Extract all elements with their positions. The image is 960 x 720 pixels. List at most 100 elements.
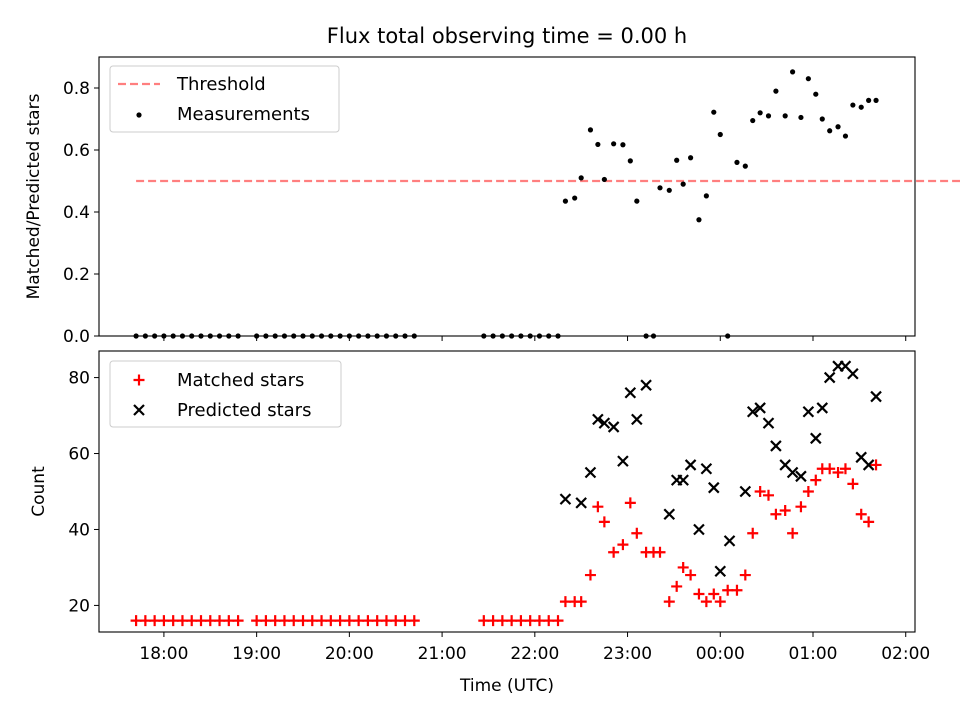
measurement-point (819, 116, 825, 122)
matched-star-point (533, 615, 545, 627)
bottom-legend-box (109, 360, 342, 428)
matched-star-point (353, 615, 365, 627)
measurement-point (873, 97, 879, 103)
predicted-star-point (624, 386, 637, 399)
matched-star-point (592, 501, 604, 513)
measurement-point (782, 113, 788, 119)
matched-star-point (186, 615, 198, 627)
matched-star-point (863, 516, 875, 528)
matched-star-point (575, 596, 587, 608)
matched-star-point (487, 615, 499, 627)
x-tick-label: 23:00 (603, 644, 652, 664)
measurement-point (850, 102, 856, 108)
matched-star-point (617, 539, 629, 551)
matched-star-point (731, 584, 743, 596)
bottom-y-tick-label: 80 (68, 369, 90, 389)
predicted-star-point (598, 417, 611, 429)
matched-star-point (214, 615, 226, 627)
measurement-point (703, 193, 709, 199)
predicted-star-point (584, 466, 597, 479)
matched-star-point (870, 459, 882, 471)
matched-star-point (288, 615, 300, 627)
measurement-point (601, 176, 607, 183)
matched-star-point (176, 615, 188, 627)
matched-star-point (762, 489, 774, 501)
matched-star-point (524, 615, 536, 627)
top-y-tick-label: 0.8 (63, 79, 90, 99)
predicted-star-point (739, 485, 752, 498)
bottom-y-tick-label: 20 (68, 596, 90, 616)
matched-star-point (195, 615, 207, 627)
measurement-point (562, 198, 569, 204)
measurement-point (696, 217, 702, 223)
matched-star-point (624, 497, 636, 509)
x-tick-label: 00:00 (696, 644, 745, 664)
matched-star-point (343, 615, 355, 627)
matched-star-point (685, 569, 697, 581)
measurement-point (773, 88, 779, 94)
measurement-point (813, 91, 819, 97)
x-tick-label: 02:00 (881, 644, 930, 664)
matched-star-point (598, 516, 610, 528)
predicted-star-point (663, 508, 676, 521)
measurement-point (674, 157, 680, 163)
bottom-panel: 20 40 60 80 18:00 19:00 20:00 21:00 22:00 23:00 00… (29, 350, 930, 696)
predicted-star-point (640, 379, 652, 391)
legend-predicted-marker (133, 404, 145, 416)
matched-star-point (677, 561, 689, 573)
predicted-star-point (786, 466, 799, 479)
matched-star-point (251, 615, 263, 627)
top-y-tick-label: 0.4 (63, 203, 90, 223)
top-legend: Threshold Measurements (109, 65, 340, 133)
x-axis-label: Time (UTC) (459, 676, 554, 696)
measurement-point (734, 159, 740, 165)
matched-star-point (139, 615, 151, 627)
bottom-y-axis-label: Count (29, 466, 49, 517)
bottom-legend: Matched stars Predicted stars (109, 360, 342, 428)
measurement-point (634, 198, 640, 204)
measurement-point (587, 127, 594, 133)
legend-matched-marker (133, 374, 145, 386)
top-y-tick-label: 0.6 (63, 141, 90, 161)
legend-matched-label: Matched stars (177, 370, 304, 391)
predicted-star-point (631, 413, 643, 426)
matched-star-point (316, 615, 328, 627)
matched-star-point (584, 569, 596, 581)
measurement-point (657, 185, 663, 191)
matched-star-point (714, 596, 726, 608)
measurement-point (750, 117, 756, 124)
x-tick-label: 21:00 (418, 644, 467, 664)
matched-star-point (559, 596, 571, 608)
matched-star-point (832, 467, 844, 479)
predicted-star-point (700, 462, 713, 475)
measurement-point (688, 155, 694, 161)
matched-star-point (754, 486, 766, 497)
matched-star-point (855, 508, 867, 520)
predicted-star-point (617, 455, 629, 467)
matched-star-point (269, 615, 281, 627)
predicted-star-point (684, 459, 697, 471)
matched-star-point (747, 527, 759, 539)
x-tick-label: 18:00 (139, 644, 188, 664)
matched-star-point (708, 588, 720, 600)
predicted-star-point (762, 417, 775, 429)
measurement-point (798, 114, 804, 121)
predicted-star-point (770, 440, 782, 452)
matched-star-point (232, 615, 244, 627)
matched-star-point (795, 501, 807, 513)
measurement-point (765, 113, 772, 119)
matched-star-point (408, 615, 420, 627)
matched-star-point (700, 596, 712, 608)
predicted-star-point (862, 459, 875, 471)
matched-star-point (722, 584, 734, 596)
matched-star-point (130, 615, 142, 627)
x-tick-label: 22:00 (510, 644, 559, 664)
matched-star-point (260, 615, 272, 627)
matched-star-point (297, 615, 309, 627)
legend-measurements-marker (136, 112, 142, 118)
matched-star-point (608, 546, 620, 558)
predicted-star-point (795, 470, 807, 483)
matched-star-point (552, 615, 564, 627)
measurement-point (866, 97, 872, 103)
